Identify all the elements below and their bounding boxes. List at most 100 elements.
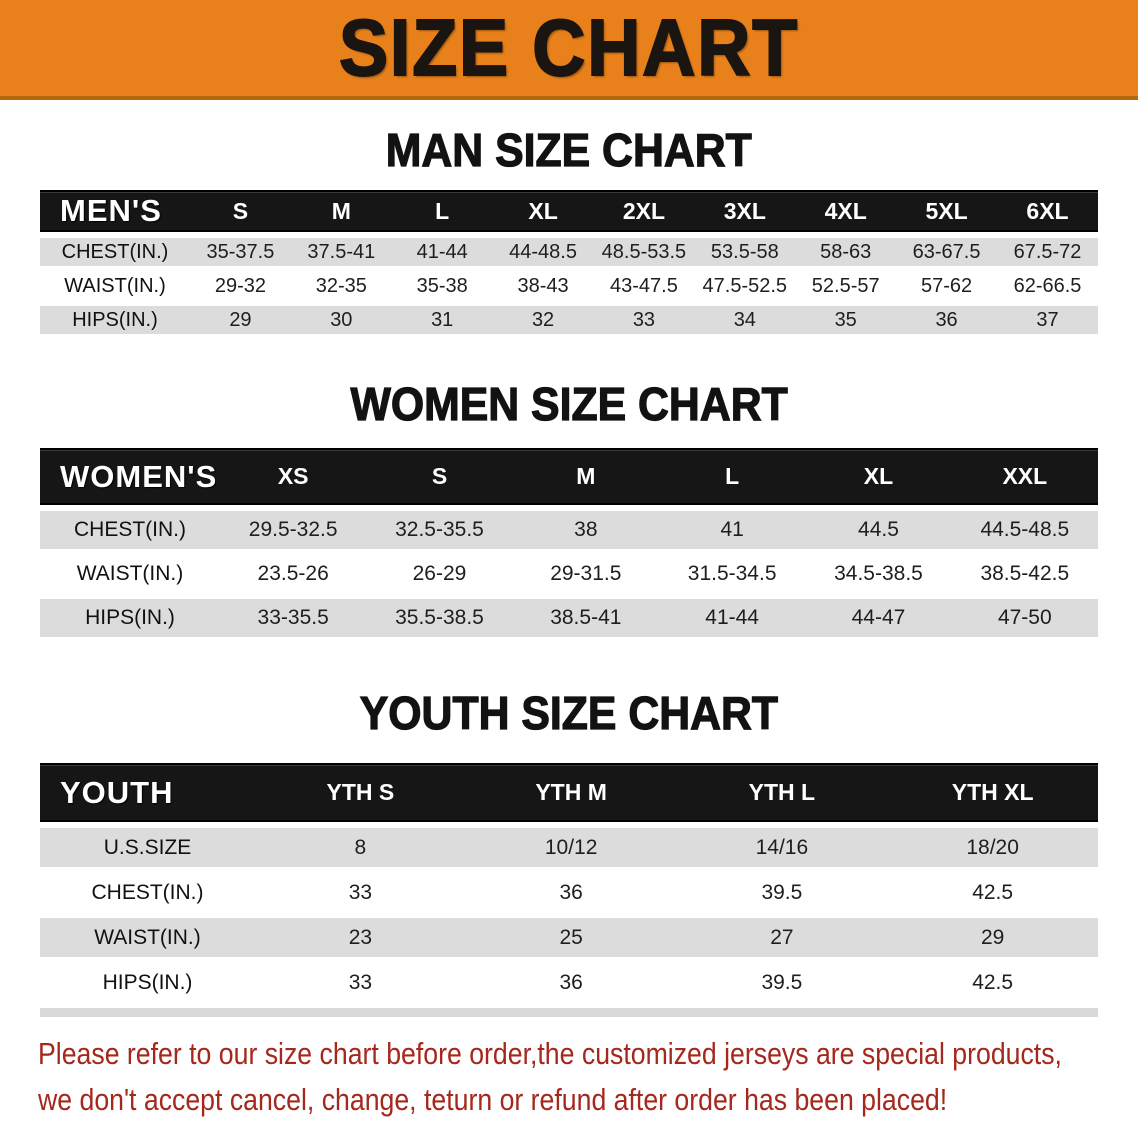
size-value-cell: 47.5-52.5 bbox=[694, 272, 796, 300]
row-label: HIPS(IN.) bbox=[40, 963, 255, 1002]
size-column-header: 2XL bbox=[593, 190, 695, 232]
size-value-cell: 36 bbox=[896, 306, 997, 334]
row-label: CHEST(IN.) bbox=[40, 511, 220, 549]
row-label: CHEST(IN.) bbox=[40, 238, 190, 266]
row-label: HIPS(IN.) bbox=[40, 599, 220, 637]
banner-title: SIZE CHART bbox=[338, 3, 799, 92]
man-size-chart-section: MAN SIZE CHART MEN'S S M L XL 2XL 3XL 4XL 5XL 6XL C… bbox=[0, 124, 1138, 340]
size-value-cell: 44.5 bbox=[805, 511, 952, 549]
size-column-header: 3XL bbox=[694, 190, 796, 232]
table-row: CHEST(IN.) 33 36 39.5 42.5 bbox=[40, 873, 1098, 912]
size-value-cell: 38-43 bbox=[492, 272, 594, 300]
table-bottom-strip bbox=[40, 1008, 1098, 1017]
section-heading-text: WOMEN SIZE CHART bbox=[350, 378, 788, 430]
size-value-cell: 27 bbox=[676, 918, 888, 957]
size-column-header: 5XL bbox=[896, 190, 997, 232]
size-value-cell: 14/16 bbox=[676, 828, 888, 867]
size-value-cell: 23.5-26 bbox=[220, 555, 367, 593]
size-value-cell: 41 bbox=[658, 511, 806, 549]
size-value-cell: 35.5-38.5 bbox=[366, 599, 513, 637]
size-column-header: 6XL bbox=[997, 190, 1098, 232]
section-heading: WOMEN SIZE CHART bbox=[0, 378, 1138, 430]
row-label: WAIST(IN.) bbox=[40, 918, 255, 957]
banner: SIZE CHART bbox=[0, 0, 1138, 100]
size-column-header: L bbox=[391, 190, 493, 232]
man-size-chart-table: MEN'S S M L XL 2XL 3XL 4XL 5XL 6XL CHEST(IN.) 35-37… bbox=[40, 184, 1098, 340]
size-value-cell: 10/12 bbox=[465, 828, 677, 867]
size-value-cell: 31.5-34.5 bbox=[658, 555, 806, 593]
size-value-cell: 35-38 bbox=[391, 272, 493, 300]
table-row: WAIST(IN.) 29-32 32-35 35-38 38-43 43-47.5 47.… bbox=[40, 272, 1098, 300]
size-value-cell: 38.5-41 bbox=[512, 599, 659, 637]
size-value-cell: 30 bbox=[290, 306, 392, 334]
table-row: WAIST(IN.) 23.5-26 26-29 29-31.5 31.5-34.5 34… bbox=[40, 555, 1098, 593]
size-value-cell: 44-47 bbox=[805, 599, 952, 637]
table-title: WOMEN'S bbox=[40, 448, 220, 505]
size-value-cell: 38.5-42.5 bbox=[951, 555, 1098, 593]
size-value-cell: 26-29 bbox=[366, 555, 513, 593]
row-label: U.S.SIZE bbox=[40, 828, 255, 867]
size-value-cell: 36 bbox=[465, 963, 677, 1002]
size-value-cell: 32 bbox=[492, 306, 594, 334]
size-value-cell: 25 bbox=[465, 918, 677, 957]
table-header-row: MEN'S S M L XL 2XL 3XL 4XL 5XL 6XL bbox=[40, 190, 1098, 232]
size-value-cell: 37.5-41 bbox=[290, 238, 392, 266]
size-value-cell: 42.5 bbox=[887, 963, 1098, 1002]
size-value-cell: 29.5-32.5 bbox=[220, 511, 367, 549]
section-heading-text: MAN SIZE CHART bbox=[385, 124, 752, 176]
size-value-cell: 47-50 bbox=[951, 599, 1098, 637]
row-label: HIPS(IN.) bbox=[40, 306, 190, 334]
size-column-header: YTH S bbox=[255, 763, 466, 822]
notice-line-2: we don't accept cancel, change, teturn o… bbox=[38, 1082, 948, 1117]
youth-size-chart-section: YOUTH SIZE CHART YOUTH YTH S YTH M YTH L YTH … bbox=[0, 687, 1138, 1017]
size-column-header: M bbox=[512, 448, 659, 505]
size-value-cell: 53.5-58 bbox=[694, 238, 796, 266]
table-header-row: YOUTH YTH S YTH M YTH L YTH XL bbox=[40, 763, 1098, 822]
size-column-header: YTH M bbox=[465, 763, 677, 822]
table-row: CHEST(IN.) 29.5-32.5 32.5-35.5 38 41 44.5 44.5… bbox=[40, 511, 1098, 549]
size-value-cell: 58-63 bbox=[795, 238, 897, 266]
women-size-chart-section: WOMEN SIZE CHART WOMEN'S XS S M L XL XXL CHEST(I… bbox=[0, 378, 1138, 643]
notice-line-1: Please refer to our size chart before or… bbox=[38, 1036, 1062, 1071]
size-column-header: YTH XL bbox=[887, 763, 1098, 822]
table-row: WAIST(IN.) 23 25 27 29 bbox=[40, 918, 1098, 957]
size-value-cell: 57-62 bbox=[896, 272, 997, 300]
size-value-cell: 63-67.5 bbox=[896, 238, 997, 266]
section-heading: MAN SIZE CHART bbox=[0, 124, 1138, 176]
size-value-cell: 18/20 bbox=[887, 828, 1098, 867]
size-value-cell: 52.5-57 bbox=[795, 272, 897, 300]
size-column-header: S bbox=[366, 448, 513, 505]
size-value-cell: 34.5-38.5 bbox=[805, 555, 952, 593]
section-heading-text: YOUTH SIZE CHART bbox=[359, 687, 779, 739]
size-column-header: XS bbox=[220, 448, 367, 505]
size-value-cell: 42.5 bbox=[887, 873, 1098, 912]
size-column-header: XL bbox=[805, 448, 952, 505]
size-column-header: L bbox=[658, 448, 806, 505]
size-value-cell: 8 bbox=[255, 828, 466, 867]
size-value-cell: 32-35 bbox=[290, 272, 392, 300]
size-value-cell: 29 bbox=[887, 918, 1098, 957]
table-row: CHEST(IN.) 35-37.5 37.5-41 41-44 44-48.5 48.5… bbox=[40, 238, 1098, 266]
size-value-cell: 33 bbox=[593, 306, 695, 334]
size-value-cell: 41-44 bbox=[658, 599, 806, 637]
table-row: HIPS(IN.) 33 36 39.5 42.5 bbox=[40, 963, 1098, 1002]
size-column-header: YTH L bbox=[676, 763, 888, 822]
size-value-cell: 35 bbox=[795, 306, 897, 334]
size-value-cell: 43-47.5 bbox=[593, 272, 695, 300]
row-label: WAIST(IN.) bbox=[40, 555, 220, 593]
size-value-cell: 44-48.5 bbox=[492, 238, 594, 266]
size-value-cell: 35-37.5 bbox=[190, 238, 291, 266]
size-value-cell: 62-66.5 bbox=[997, 272, 1098, 300]
size-value-cell: 41-44 bbox=[391, 238, 493, 266]
table-header-row: WOMEN'S XS S M L XL XXL bbox=[40, 448, 1098, 505]
size-value-cell: 34 bbox=[694, 306, 796, 334]
table-row: HIPS(IN.) 33-35.5 35.5-38.5 38.5-41 41-44 44-… bbox=[40, 599, 1098, 637]
size-value-cell: 36 bbox=[465, 873, 677, 912]
size-value-cell: 29-32 bbox=[190, 272, 291, 300]
size-value-cell: 38 bbox=[512, 511, 659, 549]
size-value-cell: 67.5-72 bbox=[997, 238, 1098, 266]
size-value-cell: 33 bbox=[255, 873, 466, 912]
size-column-header: XL bbox=[492, 190, 594, 232]
size-value-cell: 29 bbox=[190, 306, 291, 334]
